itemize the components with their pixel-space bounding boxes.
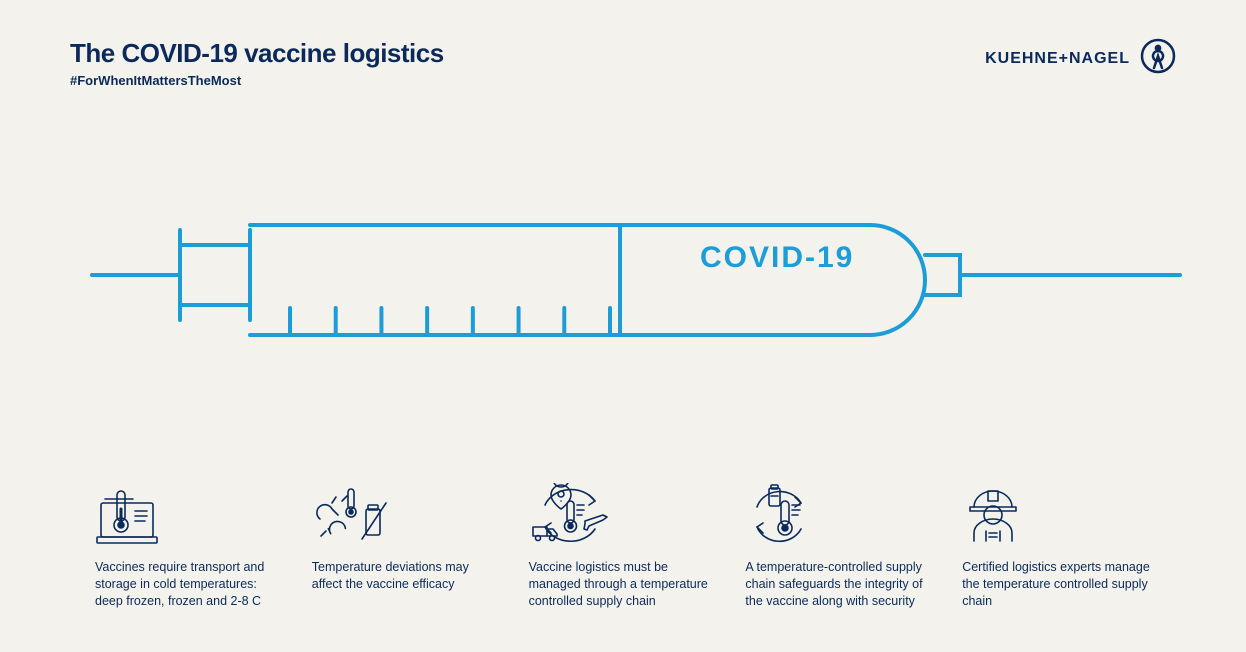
page-subtitle: #ForWhenItMattersTheMost: [70, 73, 444, 88]
feature-text: Certified logistics experts manage the t…: [962, 559, 1151, 610]
brand: KUEHNE+NAGEL: [985, 38, 1176, 79]
feature-safeguard: A temperature-controlled supply chain sa…: [745, 480, 934, 610]
cold-storage-icon: [95, 480, 165, 545]
title-block: The COVID-19 vaccine logistics #ForWhenI…: [70, 38, 444, 88]
svg-text:COVID-19: COVID-19: [700, 241, 854, 274]
feature-text: A temperature-controlled supply chain sa…: [745, 559, 934, 610]
brand-logo-icon: [1140, 38, 1176, 79]
feature-text: Vaccines require transport and storage i…: [95, 559, 284, 610]
feature-logistics-chain: Vaccine logistics must be managed throug…: [529, 480, 718, 610]
page-title: The COVID-19 vaccine logistics: [70, 38, 444, 69]
header: The COVID-19 vaccine logistics #ForWhenI…: [70, 38, 1176, 88]
syringe-graphic: COVID-19: [0, 190, 1246, 360]
expert-icon: [962, 480, 1024, 545]
feature-cold-storage: Vaccines require transport and storage i…: [95, 480, 284, 610]
logistics-chain-icon: [529, 480, 611, 545]
temp-deviation-icon: [312, 480, 390, 545]
feature-text: Temperature deviations may affect the va…: [312, 559, 501, 593]
features-row: Vaccines require transport and storage i…: [95, 480, 1151, 610]
feature-text: Vaccine logistics must be managed throug…: [529, 559, 718, 610]
safeguard-icon: [745, 480, 815, 545]
brand-text: KUEHNE+NAGEL: [985, 50, 1130, 68]
feature-expert: Certified logistics experts manage the t…: [962, 480, 1151, 610]
feature-temp-deviation: Temperature deviations may affect the va…: [312, 480, 501, 610]
